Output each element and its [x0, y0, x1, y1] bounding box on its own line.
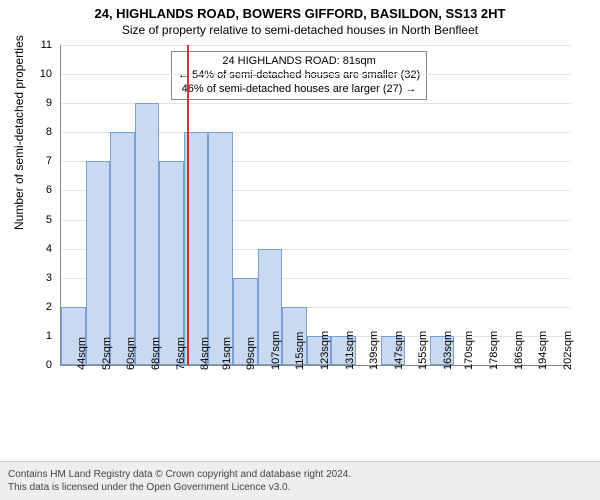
y-tick: 9: [46, 97, 52, 109]
x-tick: 139sqm: [368, 331, 380, 370]
y-tick: 10: [40, 68, 52, 80]
x-tick: 68sqm: [150, 337, 162, 370]
y-tick: 1: [46, 330, 52, 342]
y-tick: 8: [46, 126, 52, 138]
histogram-plot: 24 HIGHLANDS ROAD: 81sqm ← 54% of semi-d…: [60, 45, 571, 366]
x-tick: 178sqm: [488, 331, 500, 370]
x-tick: 170sqm: [463, 331, 475, 370]
footer-line-1: Contains HM Land Registry data © Crown c…: [8, 468, 592, 481]
y-tick: 0: [46, 359, 52, 371]
x-tick: 84sqm: [199, 337, 211, 370]
histogram-bar: [135, 103, 160, 365]
gridline: [61, 74, 571, 75]
y-axis-title: Number of semi-detached properties: [12, 35, 26, 230]
y-tick: 6: [46, 184, 52, 196]
histogram-bar: [208, 132, 233, 365]
annotation-line-1: 24 HIGHLANDS ROAD: 81sqm: [178, 55, 420, 69]
y-tick: 7: [46, 155, 52, 167]
x-tick: 99sqm: [245, 337, 257, 370]
annotation-box: 24 HIGHLANDS ROAD: 81sqm ← 54% of semi-d…: [171, 51, 427, 100]
x-tick: 131sqm: [344, 331, 356, 370]
x-tick: 147sqm: [393, 331, 405, 370]
histogram-bar: [110, 132, 135, 365]
x-tick: 163sqm: [442, 331, 454, 370]
x-tick-labels: 44sqm52sqm60sqm68sqm76sqm84sqm91sqm99sqm…: [60, 366, 570, 416]
annotation-line-2: ← 54% of semi-detached houses are smalle…: [178, 69, 420, 83]
gridline: [61, 45, 571, 46]
x-tick: 155sqm: [417, 331, 429, 370]
footer: Contains HM Land Registry data © Crown c…: [0, 461, 600, 500]
x-tick: 107sqm: [270, 331, 282, 370]
y-tick: 4: [46, 243, 52, 255]
x-tick: 202sqm: [562, 331, 574, 370]
y-tick-labels: 01234567891011: [32, 45, 56, 365]
x-tick: 115sqm: [294, 332, 306, 370]
title-line-1: 24, HIGHLANDS ROAD, BOWERS GIFFORD, BASI…: [0, 6, 600, 21]
y-tick: 5: [46, 214, 52, 226]
y-tick: 11: [41, 39, 52, 51]
footer-line-2: This data is licensed under the Open Gov…: [8, 481, 592, 494]
x-tick: 194sqm: [537, 331, 549, 370]
x-tick: 52sqm: [101, 337, 113, 370]
x-tick: 186sqm: [513, 331, 525, 370]
y-tick: 2: [46, 301, 52, 313]
histogram-bar: [86, 161, 111, 365]
histogram-bar: [159, 161, 184, 365]
x-tick: 44sqm: [76, 337, 88, 370]
title-line-2: Size of property relative to semi-detach…: [0, 23, 600, 37]
property-marker-line: [187, 45, 189, 365]
x-tick: 123sqm: [319, 331, 331, 370]
x-tick: 91sqm: [221, 337, 233, 370]
y-tick: 3: [46, 272, 52, 284]
x-tick: 76sqm: [175, 337, 187, 370]
x-tick: 60sqm: [125, 337, 137, 370]
annotation-line-3: 46% of semi-detached houses are larger (…: [178, 83, 420, 97]
